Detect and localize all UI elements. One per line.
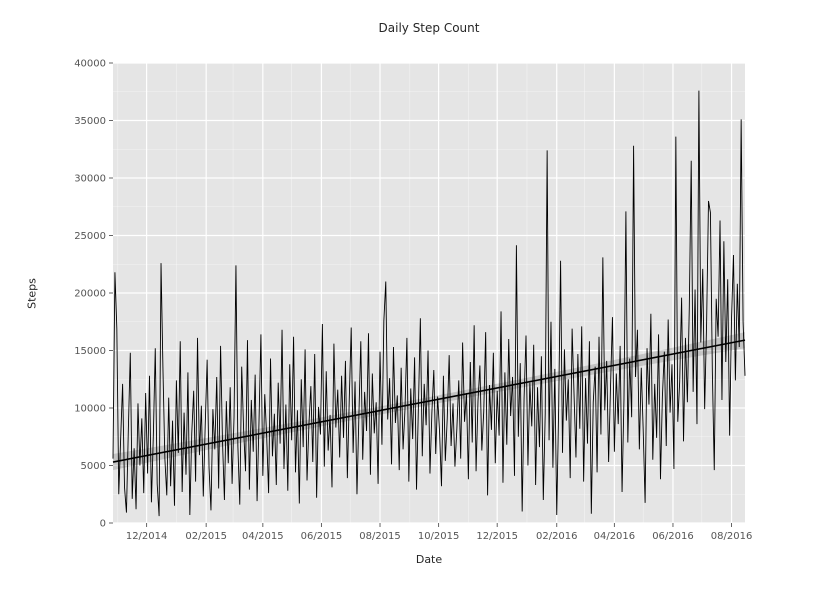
x-tick-label: 02/2016: [536, 531, 578, 542]
x-tick-label: 04/2016: [594, 531, 636, 542]
x-tick-label: 10/2015: [418, 531, 460, 542]
y-tick-label: 20000: [74, 289, 106, 300]
x-tick-label: 12/2015: [476, 531, 518, 542]
x-tick-label: 06/2015: [301, 531, 343, 542]
y-tick-label: 35000: [74, 116, 106, 127]
x-tick-label: 08/2015: [359, 531, 401, 542]
y-axis-label: Steps: [25, 278, 39, 309]
y-tick-label: 15000: [74, 346, 106, 357]
chart-title: Daily Step Count: [378, 21, 480, 35]
steps-series-line: [112, 90, 746, 517]
x-tick-label: 06/2016: [652, 531, 694, 542]
trend-line: [112, 339, 746, 463]
x-axis-label: Date: [415, 553, 443, 566]
y-tick-label: 40000: [74, 59, 106, 70]
x-tick-label: 04/2015: [242, 531, 284, 542]
y-tick-label: 0: [100, 519, 106, 530]
y-tick-label: 25000: [74, 231, 106, 242]
y-tick-label: 30000: [74, 174, 106, 185]
x-tick-label: 12/2014: [126, 531, 168, 542]
x-tick-label: 02/2015: [185, 531, 227, 542]
x-tick-label: 08/2016: [711, 531, 753, 542]
y-tick-label: 10000: [74, 404, 106, 415]
y-tick-label: 5000: [81, 461, 106, 472]
